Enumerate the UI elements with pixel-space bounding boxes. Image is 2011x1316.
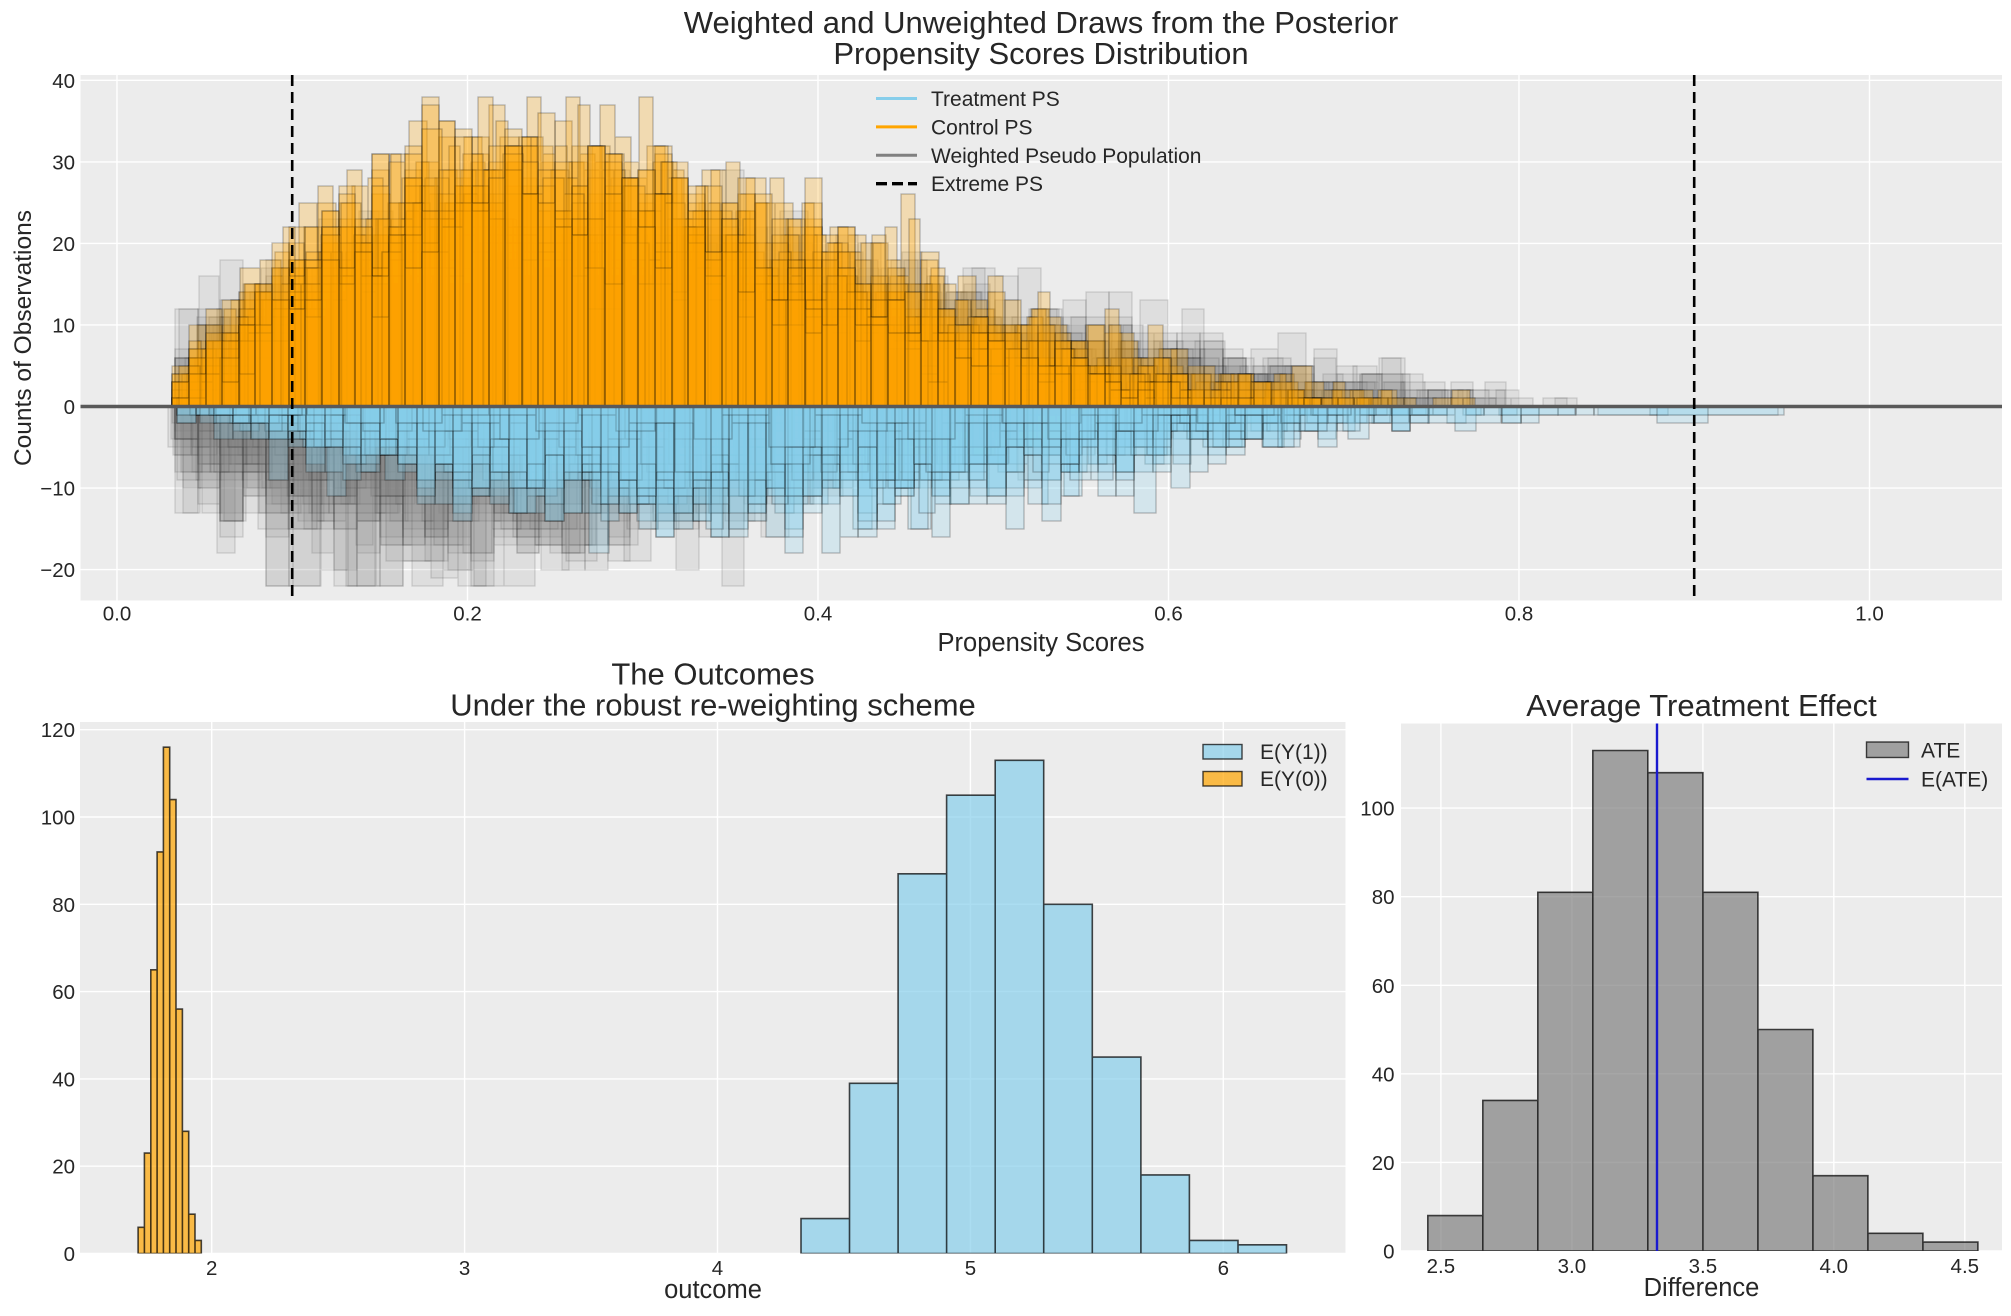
svg-text:0.4: 0.4 [804, 603, 833, 626]
svg-text:3.5: 3.5 [1689, 1255, 1718, 1278]
svg-text:20: 20 [52, 1156, 75, 1179]
svg-text:Weighted Pseudo Population: Weighted Pseudo Population [931, 145, 1201, 168]
svg-text:4: 4 [712, 1257, 723, 1280]
svg-text:60: 60 [52, 981, 75, 1004]
svg-text:Average Treatment Effect: Average Treatment Effect [1526, 688, 1877, 723]
svg-text:100: 100 [1360, 798, 1394, 821]
svg-text:Under the robust re-weighting: Under the robust re-weighting scheme [450, 688, 976, 723]
svg-text:Treatment PS: Treatment PS [931, 88, 1060, 111]
svg-text:6: 6 [1218, 1257, 1229, 1280]
svg-text:3.0: 3.0 [1558, 1255, 1587, 1278]
svg-text:outcome: outcome [664, 1276, 762, 1304]
svg-text:Propensity Scores: Propensity Scores [938, 629, 1145, 657]
svg-text:60: 60 [1372, 975, 1395, 998]
svg-text:2.5: 2.5 [1427, 1255, 1456, 1278]
svg-text:0.6: 0.6 [1154, 603, 1183, 626]
svg-text:40: 40 [52, 1068, 75, 1091]
svg-text:E(Y(0)): E(Y(0)) [1260, 768, 1328, 791]
svg-text:−10: −10 [40, 478, 75, 501]
svg-text:E(ATE): E(ATE) [1921, 769, 1988, 792]
svg-text:0.2: 0.2 [453, 603, 482, 626]
svg-text:0.8: 0.8 [1505, 603, 1534, 626]
svg-text:0: 0 [64, 1243, 75, 1266]
svg-text:Propensity Scores Distribution: Propensity Scores Distribution [833, 36, 1248, 71]
svg-text:20: 20 [52, 233, 75, 256]
svg-text:20: 20 [1372, 1152, 1395, 1175]
svg-text:E(Y(1)): E(Y(1)) [1260, 741, 1328, 764]
svg-text:30: 30 [52, 151, 75, 174]
svg-text:0: 0 [1383, 1241, 1394, 1264]
svg-text:ATE: ATE [1921, 740, 1960, 763]
svg-text:−20: −20 [40, 559, 75, 582]
svg-text:Control PS: Control PS [931, 116, 1033, 139]
svg-text:3: 3 [459, 1257, 470, 1280]
svg-text:80: 80 [1372, 886, 1395, 909]
svg-text:Difference: Difference [1644, 1274, 1760, 1302]
svg-text:5: 5 [965, 1257, 976, 1280]
svg-text:0.0: 0.0 [103, 603, 132, 626]
svg-text:4.5: 4.5 [1951, 1255, 1980, 1278]
svg-text:4.0: 4.0 [1820, 1255, 1849, 1278]
svg-text:40: 40 [1372, 1063, 1395, 1086]
svg-text:100: 100 [41, 807, 75, 830]
svg-text:0: 0 [64, 396, 75, 419]
svg-text:10: 10 [52, 314, 75, 337]
svg-text:The Outcomes: The Outcomes [611, 657, 814, 692]
svg-text:1.0: 1.0 [1855, 603, 1884, 626]
svg-text:Weighted and Unweighted Draws: Weighted and Unweighted Draws from the P… [684, 5, 1399, 40]
svg-text:40: 40 [52, 70, 75, 93]
svg-text:Extreme PS: Extreme PS [931, 173, 1043, 196]
svg-text:80: 80 [52, 894, 75, 917]
svg-text:120: 120 [41, 719, 75, 742]
svg-text:2: 2 [206, 1257, 217, 1280]
svg-text:Counts of Observations: Counts of Observations [10, 210, 37, 466]
